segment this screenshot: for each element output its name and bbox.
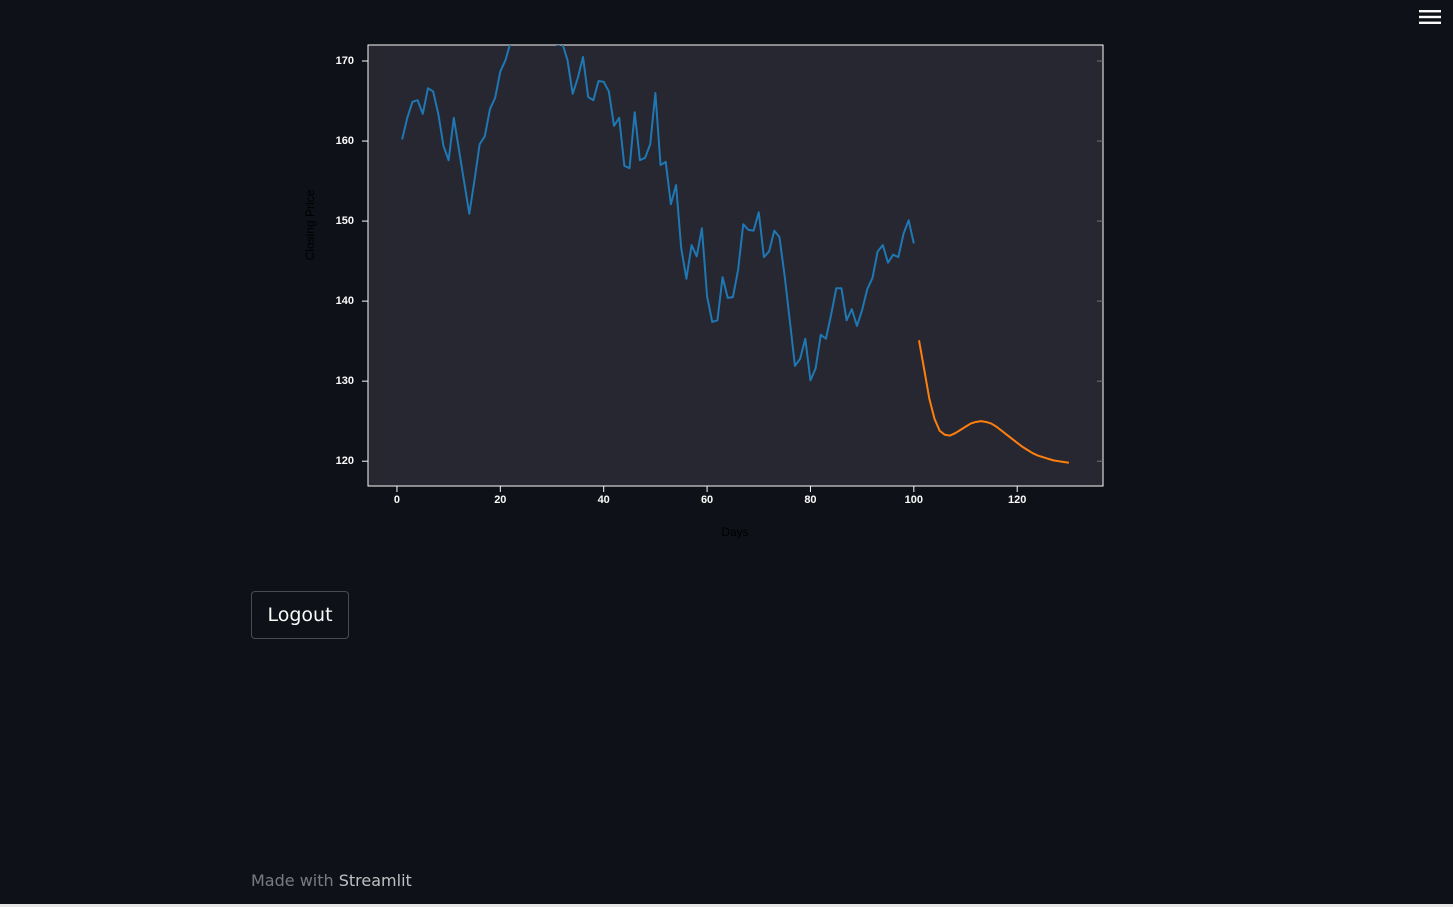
- y-tick-label: 160: [336, 135, 354, 147]
- series-line: [401, 45, 915, 382]
- footer-brand[interactable]: Streamlit: [338, 871, 412, 890]
- x-tick-label: 100: [905, 494, 923, 506]
- series-line: [918, 340, 1070, 464]
- y-tick-label: 120: [336, 455, 354, 467]
- x-tick-label: 80: [804, 494, 816, 506]
- x-tick-label: 40: [598, 494, 610, 506]
- footer: Made with Streamlit: [251, 871, 412, 890]
- x-axis-title: Days: [721, 525, 748, 539]
- y-tick-label: 140: [336, 295, 354, 307]
- bottom-bar: [0, 904, 1453, 907]
- chart: Days Closing Price 120 130 140 150 160 170 0 20…: [303, 44, 1104, 539]
- x-tick-label: 60: [701, 494, 713, 506]
- logout-button[interactable]: Logout: [251, 591, 349, 639]
- x-tick-label: 0: [394, 494, 400, 506]
- y-tick-label: 130: [336, 375, 354, 387]
- y-axis-title: Closing Price: [303, 189, 317, 260]
- x-tick-label: 20: [494, 494, 506, 506]
- plot-area: [367, 44, 1104, 487]
- y-tick-label: 150: [336, 215, 354, 227]
- menu-icon[interactable]: [1419, 9, 1441, 25]
- x-tick-label: 120: [1008, 494, 1026, 506]
- y-tick-label: 170: [336, 55, 354, 67]
- plot-marks: [401, 45, 1070, 464]
- footer-prefix: Made with: [251, 871, 334, 890]
